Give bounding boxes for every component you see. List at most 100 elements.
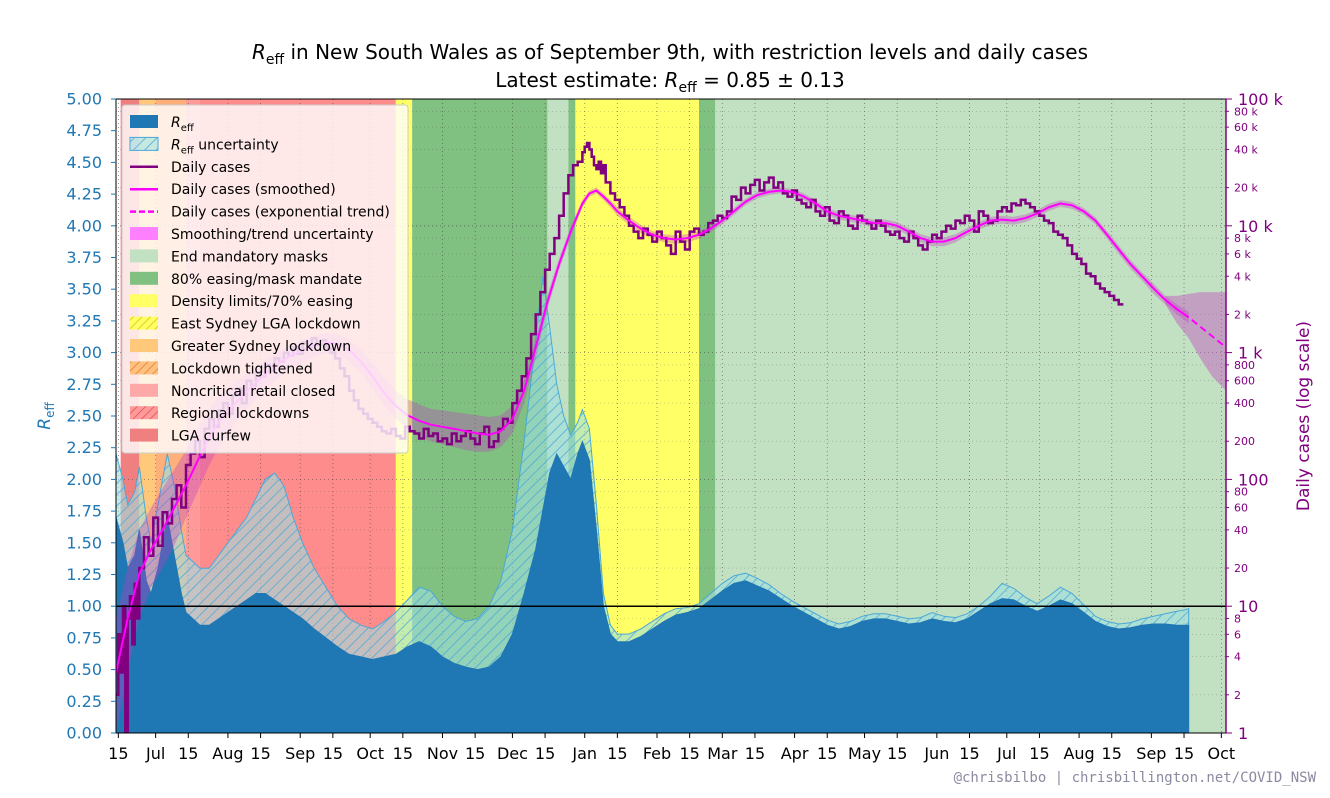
band-8	[568, 99, 576, 733]
reff-series	[116, 276, 1190, 733]
right-minor-label-19: 80 k	[1234, 105, 1258, 118]
legend-label-12: Noncritical retail closed	[171, 384, 336, 400]
right-minor-label-7: 80	[1234, 486, 1248, 499]
left-tick-label-19: 4.75	[66, 121, 102, 140]
right-minor-label-9: 400	[1234, 397, 1255, 410]
x-tick-label-31: Oct	[1208, 744, 1236, 763]
x-tick-label-22: 15	[887, 744, 907, 763]
x-tick-label-29: Sep	[1136, 744, 1166, 763]
left-tick-label-3: 0.75	[66, 628, 102, 647]
x-tick-label-20: 15	[817, 744, 837, 763]
x-tick-label-1: Jul	[145, 744, 165, 763]
left-tick-label-0: 0.00	[66, 724, 102, 743]
x-tick-label-18: 15	[745, 744, 765, 763]
left-tick-label-5: 1.25	[66, 565, 102, 584]
x-tick-label-0: 15	[108, 744, 128, 763]
left-tick-label-6: 1.50	[66, 533, 102, 552]
x-tick-label-24: 15	[959, 744, 979, 763]
right-minor-label-8: 200	[1234, 435, 1255, 448]
left-tick-label-9: 2.25	[66, 438, 102, 457]
x-tick-label-27: Aug	[1063, 744, 1094, 763]
right-minor-label-2: 6	[1234, 628, 1241, 641]
x-axis-ticks: 15 Jul 15 Aug 15 Sep 15 Oct 15 Nov 15 Dec 15 Jan 15 Feb…	[108, 733, 1235, 763]
x-tick-label-3: Aug	[212, 744, 243, 763]
legend-label-4: Daily cases (exponential trend)	[171, 205, 390, 221]
x-tick-label-10: 15	[465, 744, 485, 763]
left-tick-label-12: 3.00	[66, 343, 102, 362]
legend-swatch-10	[130, 339, 158, 352]
right-minor-label-17: 40 k	[1234, 143, 1258, 156]
x-tick-label-12: 15	[535, 744, 555, 763]
x-tick-label-7: Oct	[356, 744, 384, 763]
left-tick-label-18: 4.50	[66, 153, 102, 172]
x-tick-label-4: 15	[250, 744, 270, 763]
legend-label-13: Regional lockdowns	[171, 406, 309, 422]
legend-swatch-11	[130, 361, 158, 375]
title-r: R	[252, 40, 266, 64]
right-major-label-4: 10 k	[1238, 217, 1273, 236]
left-tick-label-2: 0.50	[66, 660, 102, 679]
legend-label-5: Smoothing/trend uncertainty	[171, 227, 374, 243]
subtitle-r-sub: eff	[678, 80, 697, 96]
left-tick-label-4: 1.00	[66, 597, 102, 616]
daily-cases-trend-line	[1164, 299, 1226, 349]
right-minor-label-12: 2 k	[1234, 308, 1251, 321]
x-tick-label-6: 15	[323, 744, 343, 763]
right-minor-label-15: 8 k	[1234, 232, 1251, 245]
x-tick-label-28: 15	[1102, 744, 1122, 763]
legend-swatch-7	[130, 271, 158, 285]
legend-label-3: Daily cases (smoothed)	[171, 182, 336, 198]
left-tick-label-13: 3.25	[66, 311, 102, 330]
right-minor-label-13: 4 k	[1234, 270, 1251, 283]
x-tick-label-2: 15	[178, 744, 198, 763]
x-tick-label-21: May	[848, 744, 881, 763]
legend-label-7: 80% easing/mask mandate	[171, 272, 362, 288]
left-tick-label-16: 4.00	[66, 216, 102, 235]
legend-swatch-13	[130, 406, 158, 420]
x-tick-label-25: Jul	[996, 744, 1016, 763]
legend-swatch-8	[130, 294, 158, 308]
x-tick-label-5: Sep	[285, 744, 315, 763]
right-minor-label-10: 600	[1234, 375, 1255, 388]
subtitle-rest: = 0.85 ± 0.13	[697, 68, 845, 92]
legend-label-14: LGA curfew	[171, 429, 251, 445]
right-minor-label-14: 6 k	[1234, 248, 1251, 261]
right-major-label-1: 10	[1238, 597, 1258, 616]
x-tick-label-30: 15	[1174, 744, 1194, 763]
legend-swatch-0	[130, 115, 158, 128]
legend-label-2: Daily cases	[171, 160, 250, 176]
right-minor-label-4: 20	[1234, 562, 1248, 575]
right-axis-label: Daily cases (log scale)	[1294, 321, 1314, 511]
reff-area	[116, 439, 1190, 733]
left-axis-label-r: R	[35, 418, 55, 430]
x-tick-label-13: Jan	[571, 744, 597, 763]
right-minor-label-6: 60	[1234, 502, 1248, 515]
x-tick-label-23: Jun	[923, 744, 949, 763]
footer-credit: @chrisbilbo | chrisbillington.net/COVID_…	[954, 770, 1317, 786]
legend-swatch-9	[130, 316, 158, 330]
x-tick-label-15: Feb	[643, 744, 671, 763]
x-tick-label-14: 15	[607, 744, 627, 763]
legend-label-0: Reff	[171, 115, 195, 134]
left-tick-label-7: 1.75	[66, 502, 102, 521]
x-tick-label-8: 15	[393, 744, 413, 763]
legend-label-11: Lockdown tightened	[171, 361, 313, 377]
left-tick-label-11: 2.75	[66, 375, 102, 394]
legend-label-8: Density limits/70% easing	[171, 294, 353, 310]
right-minor-label-11: 800	[1234, 359, 1255, 372]
left-tick-label-14: 3.50	[66, 280, 102, 299]
legend-label-9: East Sydney LGA lockdown	[171, 317, 361, 333]
right-major-label-5: 100 k	[1238, 90, 1284, 109]
right-minor-label-1: 4	[1234, 651, 1241, 664]
x-tick-label-17: Mar	[707, 744, 738, 763]
right-major-label-2: 100	[1238, 470, 1269, 489]
title-rest: in New South Wales as of September 9th, …	[284, 40, 1088, 64]
legend-label-1: Reff uncertainty	[171, 137, 279, 156]
x-tick-label-16: 15	[679, 744, 699, 763]
right-minor-label-5: 40	[1234, 524, 1248, 537]
chart-subtitle: Latest estimate: Reff = 0.85 ± 0.13	[495, 68, 844, 96]
legend-label-10: Greater Sydney lockdown	[171, 339, 351, 355]
legend-swatch-5	[130, 227, 158, 240]
title-r-sub: eff	[266, 52, 285, 68]
